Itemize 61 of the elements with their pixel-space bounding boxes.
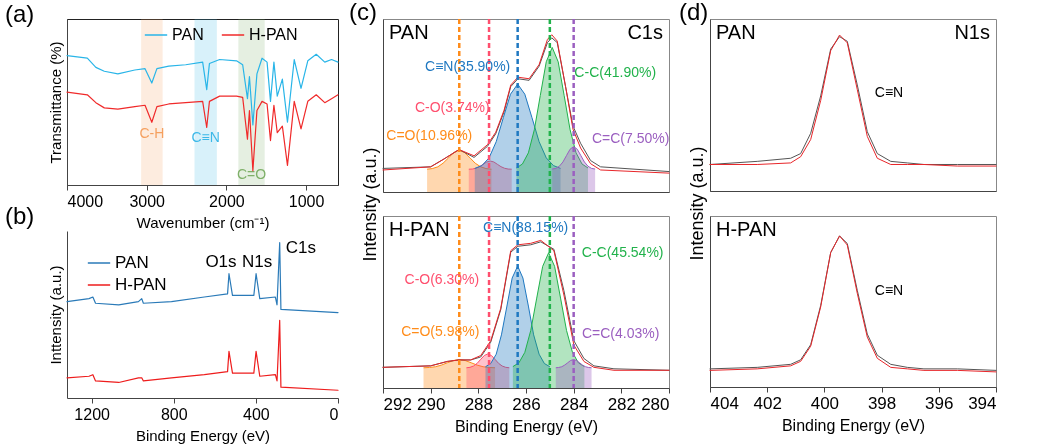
y-axis-title: Inttensity (a.u.): [46, 265, 64, 365]
annotation: N1s: [954, 21, 990, 43]
x-axis-title: Wavenumber (cm⁻¹): [136, 213, 270, 231]
x-tick-label: 400: [243, 405, 270, 423]
text: C-O(6.30%): [404, 270, 480, 287]
x-tick-label: 400: [810, 393, 840, 413]
x-tick-label: 800: [160, 405, 188, 423]
annotation: H-PAN: [389, 218, 450, 240]
x-tick-label: 282: [607, 394, 637, 414]
text: C-O(3.74%): [414, 99, 490, 116]
series-label: C=C(4.03%): [581, 324, 660, 341]
x-tick-label: 1000: [288, 192, 325, 210]
legend-label: H-PAN: [115, 275, 167, 294]
annotation: PAN: [716, 21, 756, 43]
series-label: C-C(41.90%): [574, 64, 657, 81]
x-tick-label: 404: [710, 393, 739, 413]
x-tick-label: 396: [925, 393, 954, 413]
x-tick-label: 286: [512, 394, 541, 414]
x-tick-label: 394: [968, 393, 997, 413]
y-axis-title: Transmittance (%): [46, 41, 64, 164]
x-tick-label: 2000: [209, 192, 245, 210]
x-tick-label: 284: [559, 394, 589, 414]
y-axis-title: Intensity (a.u.): [686, 146, 707, 261]
x-tick-label: 0: [329, 405, 339, 423]
annotation: C1s: [627, 21, 663, 43]
x-axis-title: Binding Energy (eV): [135, 426, 271, 444]
x-tick-label: 3000: [129, 192, 166, 210]
series-label: C≡N(35.90%): [425, 58, 511, 75]
text: (c): [349, 0, 377, 25]
x-axis-title: Binding Energy (eV): [781, 416, 926, 434]
annotation: C≡N: [874, 282, 904, 298]
annotation: PAN: [389, 21, 429, 43]
annotation: C1s: [285, 237, 316, 257]
series-label: C=O(10.96%): [386, 127, 473, 144]
x-tick-label: 280: [641, 394, 670, 414]
x-tick-label: 402: [753, 393, 782, 413]
x-axis-title: Binding Energy (eV): [454, 417, 599, 435]
annotation: N1s: [241, 251, 273, 271]
annotation: O1s: [205, 251, 237, 271]
text: C≡N(38.15%): [483, 219, 569, 236]
x-tick-label: 4000: [67, 192, 104, 210]
series-label: C=O(5.98%): [401, 322, 480, 339]
band-label: C=O: [236, 165, 267, 182]
series-label: C-C(45.54%): [581, 243, 664, 260]
x-tick-label: 288: [464, 394, 494, 414]
x-tick-label: 398: [867, 393, 897, 413]
band-label: C-H: [139, 125, 165, 142]
band-label: C≡N: [191, 128, 220, 145]
x-tick-label: 290: [416, 394, 446, 414]
y-axis-title: Intensity (a.u.): [359, 147, 380, 262]
text: (b): [5, 202, 35, 229]
x-tick-label: 292: [383, 394, 412, 414]
annotation: C≡N: [874, 84, 904, 100]
legend-label: PAN: [172, 26, 204, 43]
text: (a): [5, 0, 35, 27]
legend-label: PAN: [115, 253, 149, 272]
legend-label: H-PAN: [249, 26, 298, 43]
x-tick-label: 1200: [74, 405, 111, 423]
annotation: H-PAN: [716, 218, 777, 240]
text: (d): [679, 0, 709, 25]
series-label: C=C(7.50%): [591, 129, 670, 146]
